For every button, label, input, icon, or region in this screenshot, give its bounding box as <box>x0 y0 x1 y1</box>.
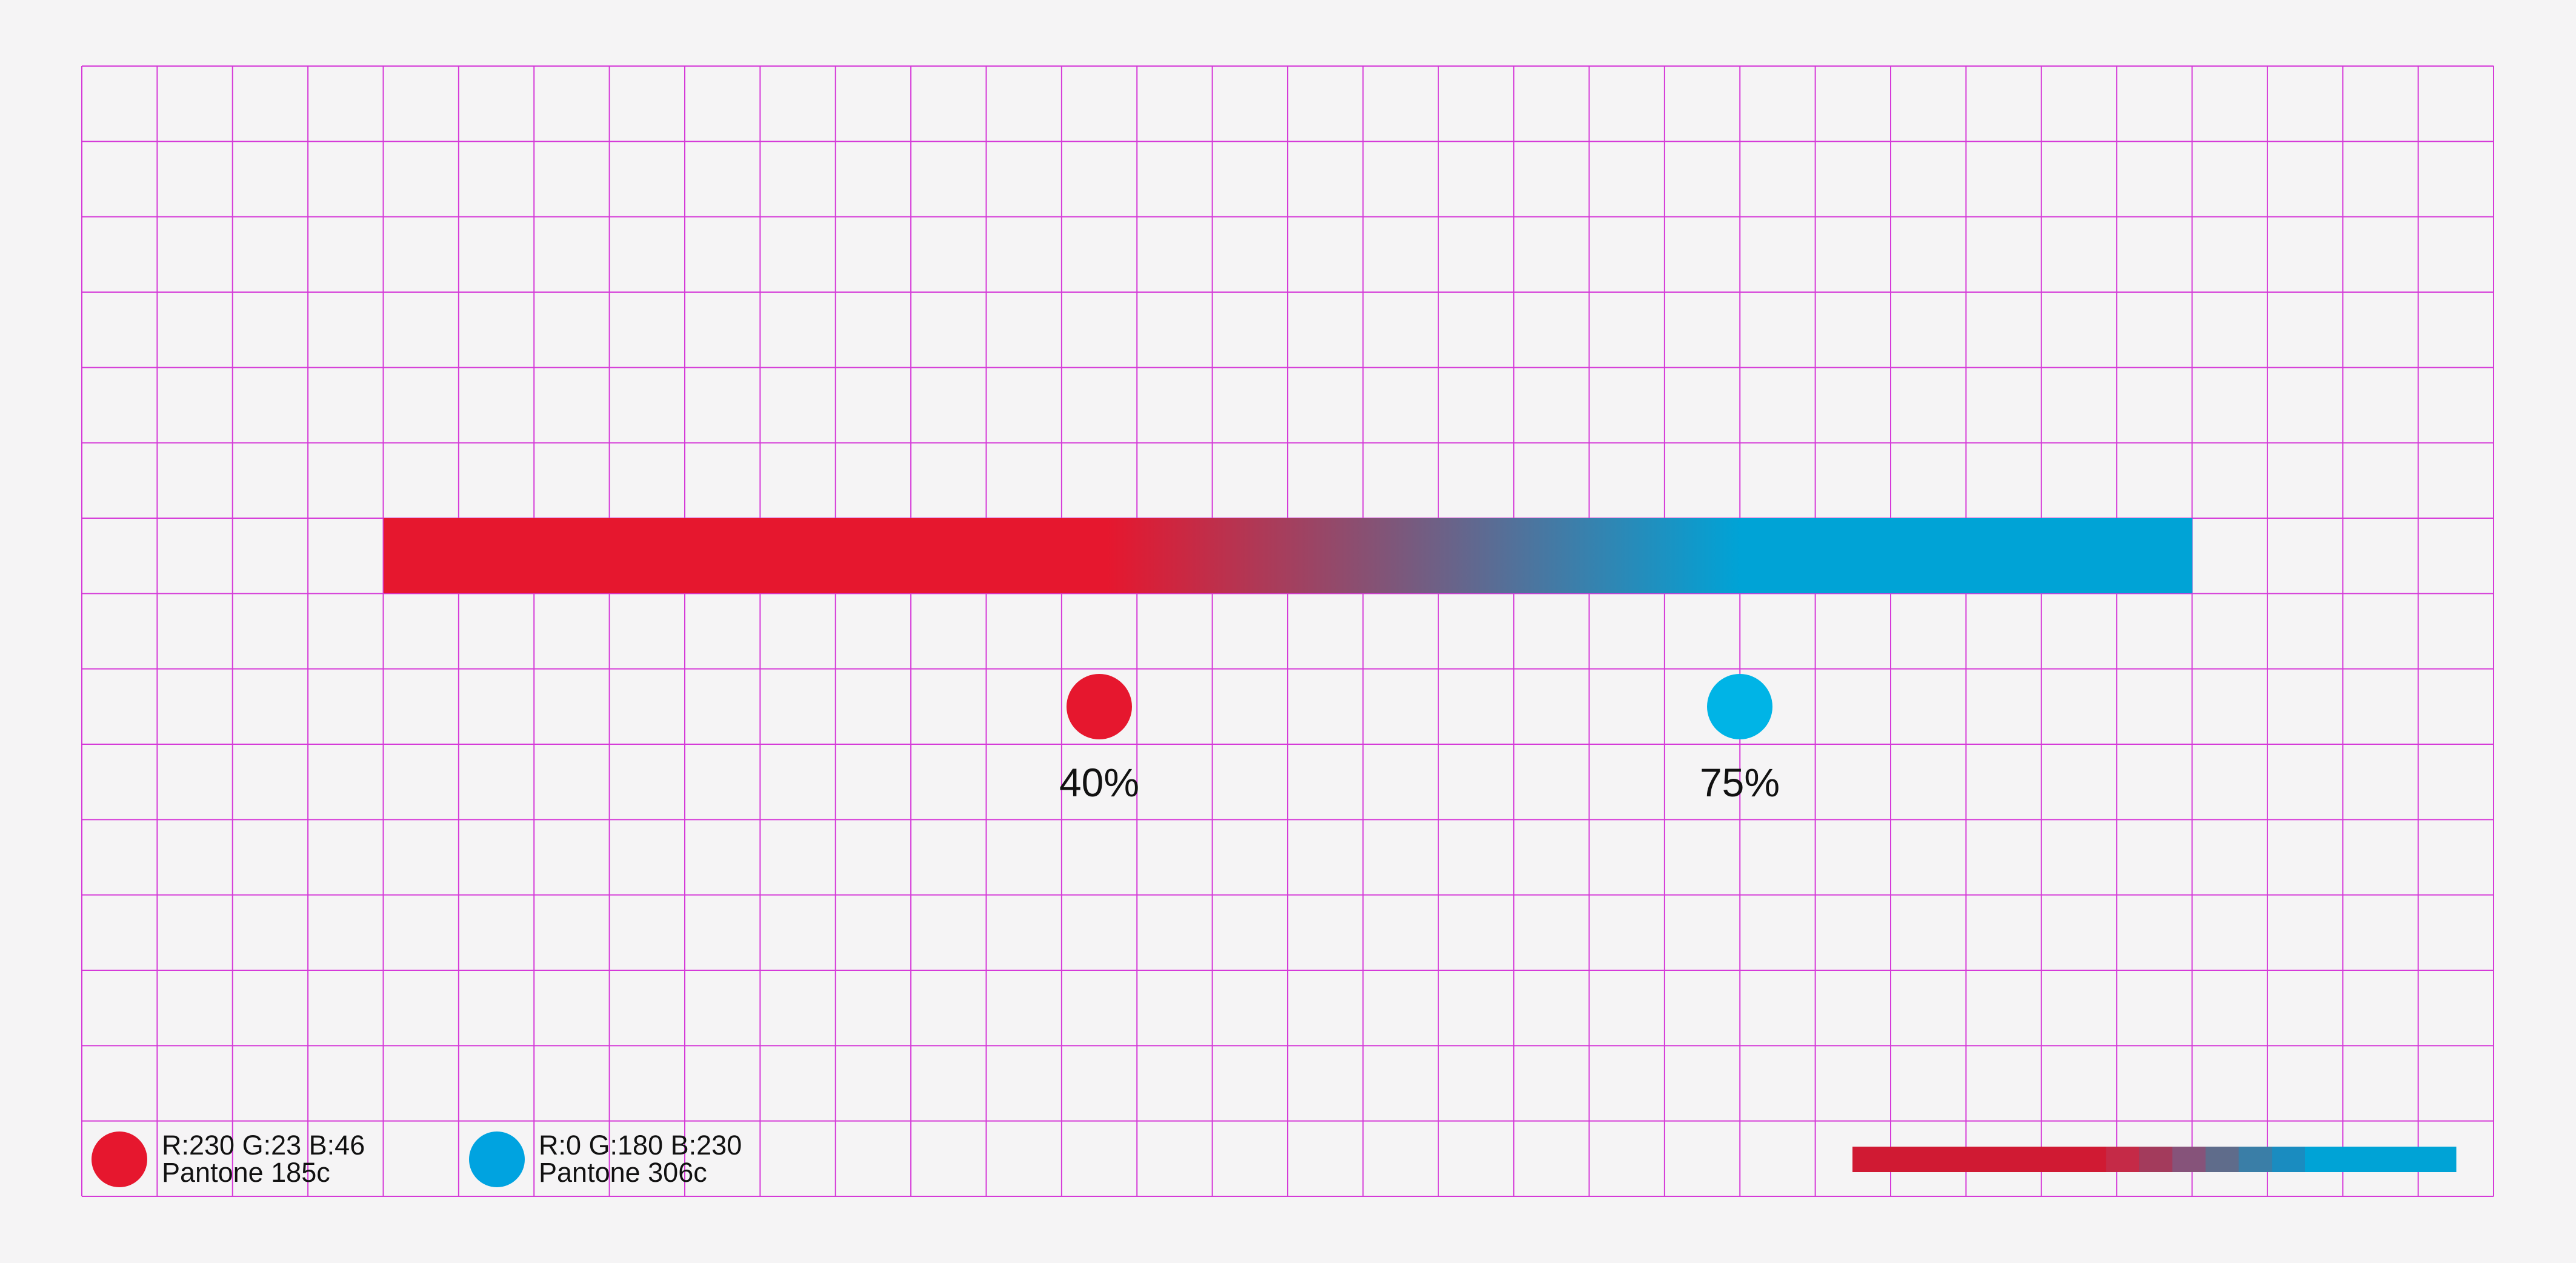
stepped-bar-segment <box>2238 1147 2272 1172</box>
stepped-bar-segment <box>2172 1147 2206 1172</box>
grid <box>81 65 2494 1197</box>
stepped-bar-segment <box>2106 1147 2140 1172</box>
stepped-bar-segment <box>1852 1147 2106 1172</box>
legend-pantone-blue: Pantone 306c <box>539 1157 707 1188</box>
stepped-gradient-bar <box>1852 1147 2457 1172</box>
stepped-bar-segment <box>2205 1147 2239 1172</box>
legend-item-blue: R:0 G:180 B:230 Pantone 306c <box>469 1130 742 1188</box>
legend-swatch-red <box>92 1131 147 1187</box>
legend-item-red: R:230 G:23 B:46 Pantone 185c <box>92 1130 365 1188</box>
gradient-stop-label-40: 40% <box>1059 760 1139 805</box>
stepped-bar-segment <box>2305 1147 2457 1172</box>
stepped-bar-segment <box>2272 1147 2306 1172</box>
legend-swatch-blue <box>469 1131 525 1187</box>
gradient-stop-label-75: 75% <box>1700 760 1780 805</box>
gradient-stop-dot-red <box>1067 674 1132 739</box>
stepped-bar-segment <box>2139 1147 2173 1172</box>
gradient-bar <box>384 518 2192 593</box>
legend-pantone-red: Pantone 185c <box>162 1157 330 1188</box>
legend-rgb-blue: R:0 G:180 B:230 <box>539 1130 742 1161</box>
legend-rgb-red: R:230 G:23 B:46 <box>162 1130 365 1161</box>
gradient-stop-dot-blue <box>1707 674 1772 739</box>
